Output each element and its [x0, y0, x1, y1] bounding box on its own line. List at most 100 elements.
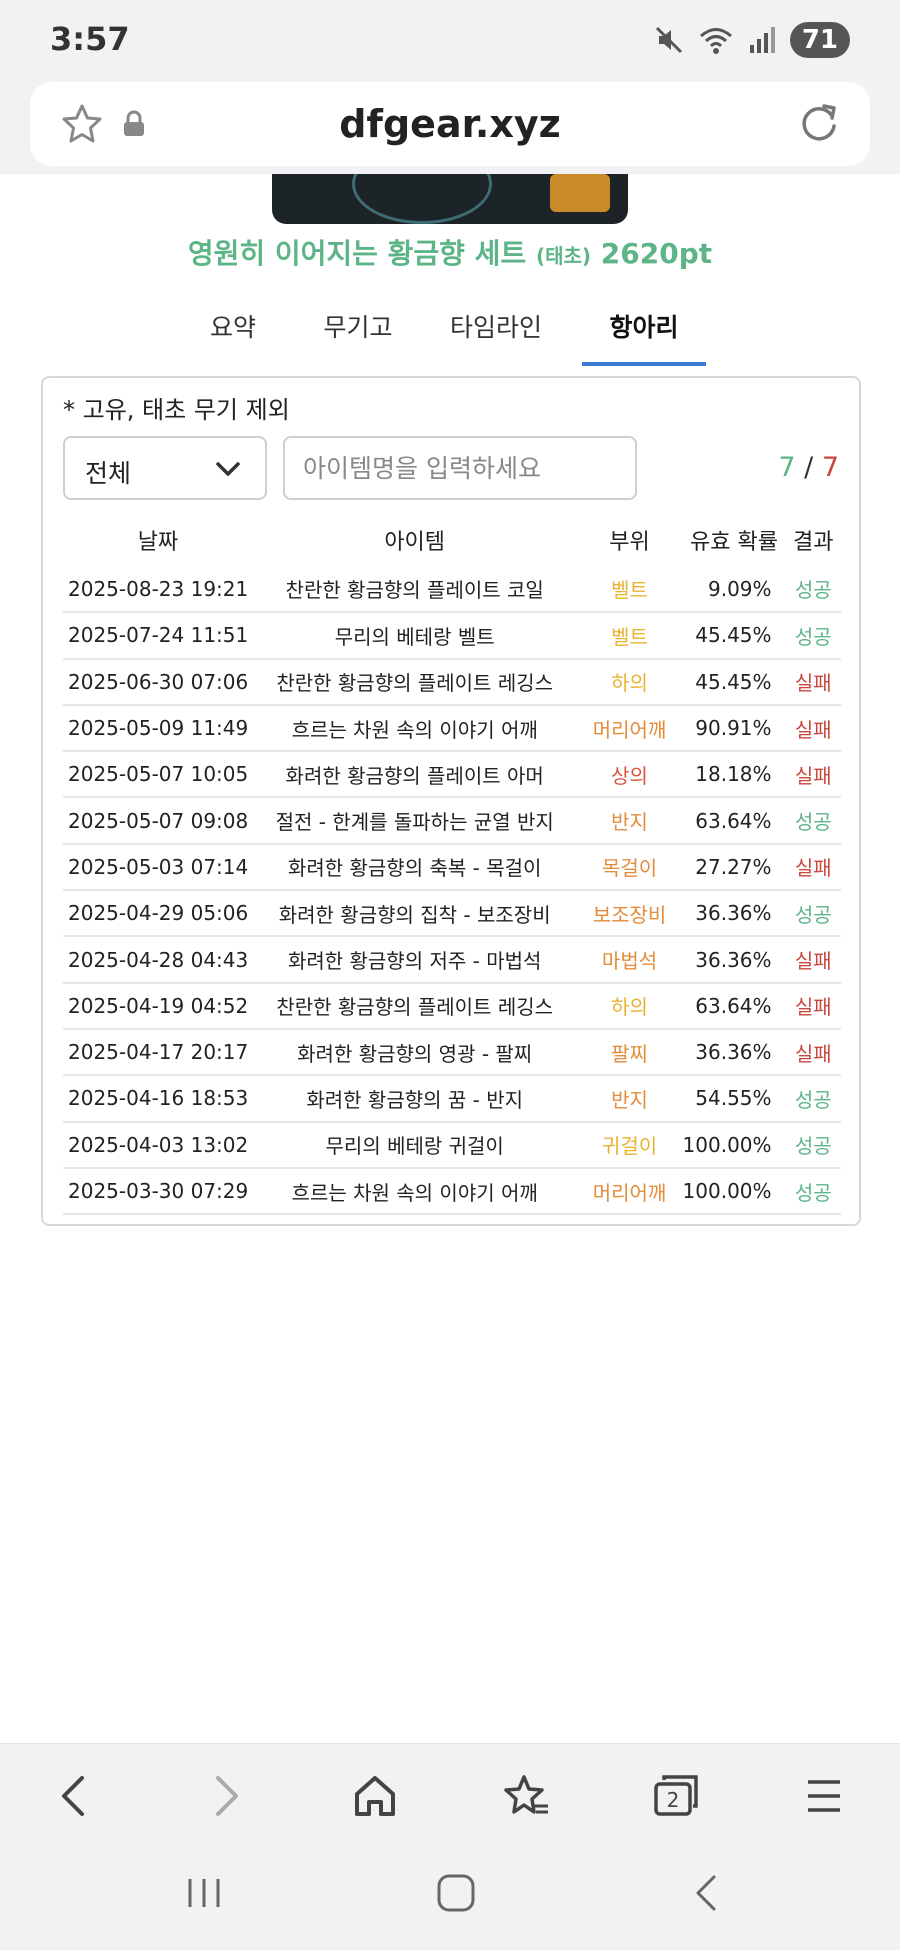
wifi-icon [698, 25, 734, 55]
table-row[interactable]: 2025-03-30 07:29 흐르는 차원 속의 이야기 어깨 머리어깨 100.… [63, 1167, 841, 1216]
table-row[interactable]: 2025-05-07 09:08 절전 - 한계를 돌파하는 균열 반지 반지 63.… [63, 797, 841, 845]
set-title: 영원히 이어지는 황금향 세트 (태초) 2620pt [0, 232, 900, 272]
row-part: 반지 [576, 797, 683, 845]
row-item: 찬란한 황금향의 플레이트 레깅스 [252, 982, 577, 1030]
lock-icon [122, 110, 146, 142]
row-part: 목걸이 [576, 843, 683, 892]
recent-apps-icon[interactable] [184, 1871, 224, 1919]
system-nav-bar [0, 1843, 900, 1950]
success-count: 7 [778, 452, 796, 483]
system-back-icon[interactable] [688, 1871, 724, 1919]
header-result[interactable]: 결과 [793, 530, 834, 555]
table-row[interactable]: 2025-04-03 13:02 무리의 베테랑 귀걸이 귀걸이 100.00% 성공 [63, 1121, 841, 1169]
row-date: 2025-05-07 09:08 [63, 797, 253, 845]
set-name: 영원히 이어지는 황금향 세트 [187, 237, 527, 270]
row-result: 성공 [785, 612, 841, 660]
forward-icon[interactable] [208, 1772, 244, 1824]
table-header-row: 날짜 아이템 부위 유효 확률 결과 [63, 514, 841, 566]
url-text[interactable]: dfgear.xyz [339, 102, 561, 146]
row-result: 실패 [785, 936, 841, 984]
row-item: 화려한 황금향의 축복 - 목걸이 [252, 843, 577, 892]
table-row[interactable]: 2025-04-16 18:53 화려한 황금향의 꿈 - 반지 반지 54.55% 성… [63, 1075, 841, 1123]
tab-bar: 요약 무기고 타임라인 항아리 [190, 300, 706, 366]
table-row[interactable]: 2025-05-03 07:14 화려한 황금향의 축복 - 목걸이 목걸이 27.2… [63, 843, 841, 892]
row-item: 화려한 황금향의 영광 - 팔찌 [252, 1028, 577, 1077]
tab-jar[interactable]: 항아리 [582, 300, 706, 366]
row-part: 상의 [576, 751, 683, 799]
row-date: 2025-04-19 04:52 [63, 982, 253, 1030]
header-part[interactable]: 부위 [609, 530, 650, 555]
menu-icon[interactable] [804, 1772, 844, 1824]
jar-history-card: * 고유, 태초 무기 제외 전체 7 / 7 날짜 아이템 부위 유효 확률 … [41, 376, 861, 1226]
chevron-down-icon [215, 460, 241, 482]
home-icon[interactable] [352, 1772, 398, 1824]
reload-icon[interactable] [796, 100, 842, 150]
jar-history-table: 날짜 아이템 부위 유효 확률 결과 2025-08-23 19:21 찬란한 황… [63, 514, 841, 1216]
row-item: 찬란한 황금향의 플레이트 코일 [252, 566, 577, 614]
row-part: 벨트 [576, 566, 683, 614]
row-part: 머리어깨 [576, 1167, 683, 1216]
table-row[interactable]: 2025-05-07 10:05 화려한 황금향의 플레이트 아머 상의 18.18%… [63, 751, 841, 799]
row-item: 찬란한 황금향의 플레이트 레깅스 [252, 658, 577, 706]
row-part: 반지 [576, 1075, 683, 1123]
browser-toolbar: dfgear.xyz [0, 80, 900, 174]
tab-armory[interactable]: 무기고 [323, 313, 393, 342]
status-time: 3:57 [50, 20, 130, 58]
back-icon[interactable] [56, 1772, 92, 1824]
header-date[interactable]: 날짜 [137, 530, 179, 555]
result-counter: 7 / 7 [778, 452, 839, 483]
row-prob: 100.00% [682, 1167, 786, 1216]
table-row[interactable]: 2025-07-24 11:51 무리의 베테랑 벨트 벨트 45.45% 성공 [63, 612, 841, 660]
row-prob: 90.91% [682, 704, 786, 753]
row-result: 실패 [785, 751, 841, 799]
star-icon[interactable] [60, 102, 104, 150]
row-date: 2025-04-16 18:53 [63, 1075, 253, 1123]
row-date: 2025-04-17 20:17 [63, 1028, 253, 1077]
row-prob: 45.45% [682, 658, 786, 706]
signal-icon [748, 25, 776, 55]
exclusion-note: * 고유, 태초 무기 제외 [63, 396, 290, 424]
row-result: 성공 [785, 1121, 841, 1169]
tab-count: 2 [667, 1788, 680, 1812]
row-item: 흐르는 차원 속의 이야기 어깨 [252, 704, 577, 753]
row-result: 성공 [785, 797, 841, 845]
tab-summary[interactable]: 요약 [209, 313, 256, 342]
bookmarks-icon[interactable] [502, 1772, 550, 1824]
row-date: 2025-05-07 10:05 [63, 751, 253, 799]
header-prob[interactable]: 유효 확률 [690, 530, 779, 555]
row-item: 화려한 황금향의 꿈 - 반지 [252, 1075, 577, 1123]
row-result: 실패 [785, 704, 841, 753]
row-prob: 63.64% [682, 797, 786, 845]
row-prob: 54.55% [682, 1075, 786, 1123]
part-filter-select[interactable]: 전체 [63, 436, 267, 500]
row-part: 팔찌 [576, 1028, 683, 1077]
row-prob: 27.27% [682, 843, 786, 892]
table-row[interactable]: 2025-04-19 04:52 찬란한 황금향의 플레이트 레깅스 하의 63.64… [63, 982, 841, 1030]
table-row[interactable]: 2025-04-29 05:06 화려한 황금향의 집착 - 보조장비 보조장비 36… [63, 890, 841, 938]
banner-treasure [550, 174, 610, 212]
item-search-input[interactable] [283, 436, 637, 500]
address-bar[interactable]: dfgear.xyz [30, 82, 870, 166]
row-result: 성공 [785, 1167, 841, 1216]
row-prob: 45.45% [682, 612, 786, 660]
table-row[interactable]: 2025-04-28 04:43 화려한 황금향의 저주 - 마법석 마법석 36.3… [63, 936, 841, 984]
table-row[interactable]: 2025-05-09 11:49 흐르는 차원 속의 이야기 어깨 머리어깨 90.9… [63, 704, 841, 753]
system-home-icon[interactable] [434, 1871, 478, 1919]
row-prob: 36.36% [682, 936, 786, 984]
row-part: 귀걸이 [576, 1121, 683, 1169]
tabs-icon[interactable]: 2 [652, 1772, 702, 1824]
row-part: 벨트 [576, 612, 683, 660]
row-result: 성공 [785, 566, 841, 614]
tab-timeline[interactable]: 타임라인 [449, 313, 542, 342]
row-prob: 100.00% [682, 1121, 786, 1169]
header-item[interactable]: 아이템 [384, 530, 446, 555]
table-row[interactable]: 2025-06-30 07:06 찬란한 황금향의 플레이트 레깅스 하의 45.45… [63, 658, 841, 706]
row-date: 2025-07-24 11:51 [63, 612, 253, 660]
table-row[interactable]: 2025-04-17 20:17 화려한 황금향의 영광 - 팔찌 팔찌 36.36%… [63, 1028, 841, 1077]
table-row[interactable]: 2025-08-23 19:21 찬란한 황금향의 플레이트 코일 벨트 9.09% 성… [63, 566, 841, 614]
banner-decoration [352, 174, 492, 224]
row-prob: 36.36% [682, 1028, 786, 1077]
set-tag: (태초) [535, 244, 592, 268]
counter-separator: / [804, 452, 814, 483]
set-banner-image [272, 174, 628, 224]
